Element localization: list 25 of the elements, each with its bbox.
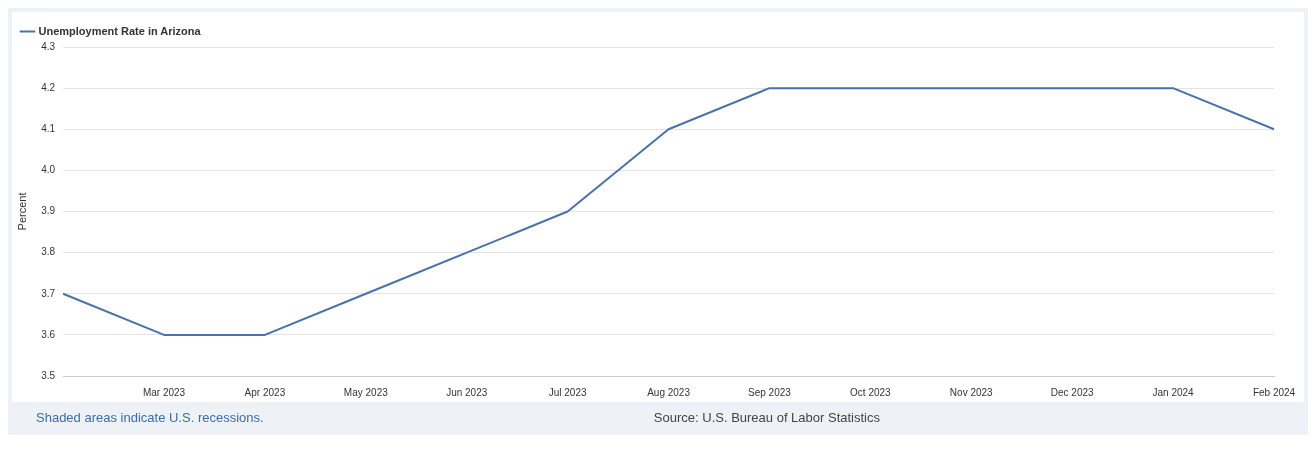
legend-label: Unemployment Rate in Arizona [38,24,202,37]
text: Shaded areas indicate U.S. recessions. [36,410,264,425]
y-tick-label: 4.3 [41,40,56,52]
x-tick-label: Jul 2023 [548,386,587,398]
x-tick-label: Dec 2023 [1050,386,1095,398]
x-tick-label: Jun 2023 [446,386,488,398]
x-tick-label: Feb 2024 [1252,386,1296,398]
y-tick-label: 3.7 [41,287,56,299]
y-tick-label: 4.2 [41,81,56,93]
y-tick-label: 4.0 [41,164,56,176]
y-axis-title: Percent [15,192,28,231]
y-tick-label: 4.1 [41,123,56,134]
x-tick-label: May 2023 [343,386,389,398]
x-tick-label: Sep 2023 [748,386,792,398]
y-tick-label: 3.8 [41,246,56,258]
y-tick-label: 3.6 [41,328,56,340]
source-note: Source: U.S. Bureau of Labor Statistics [653,410,880,425]
y-tick-label: 3.5 [41,369,56,381]
x-tick-label: Apr 2023 [244,386,286,398]
x-tick-label: Oct 2023 [850,386,892,398]
x-tick-label: Mar 2023 [142,386,186,398]
x-tick-label: Aug 2023 [647,386,691,398]
x-tick-label: Nov 2023 [949,386,994,398]
x-tick-label: Jan 2024 [1152,386,1195,398]
y-tick-label: 3.9 [41,205,56,217]
